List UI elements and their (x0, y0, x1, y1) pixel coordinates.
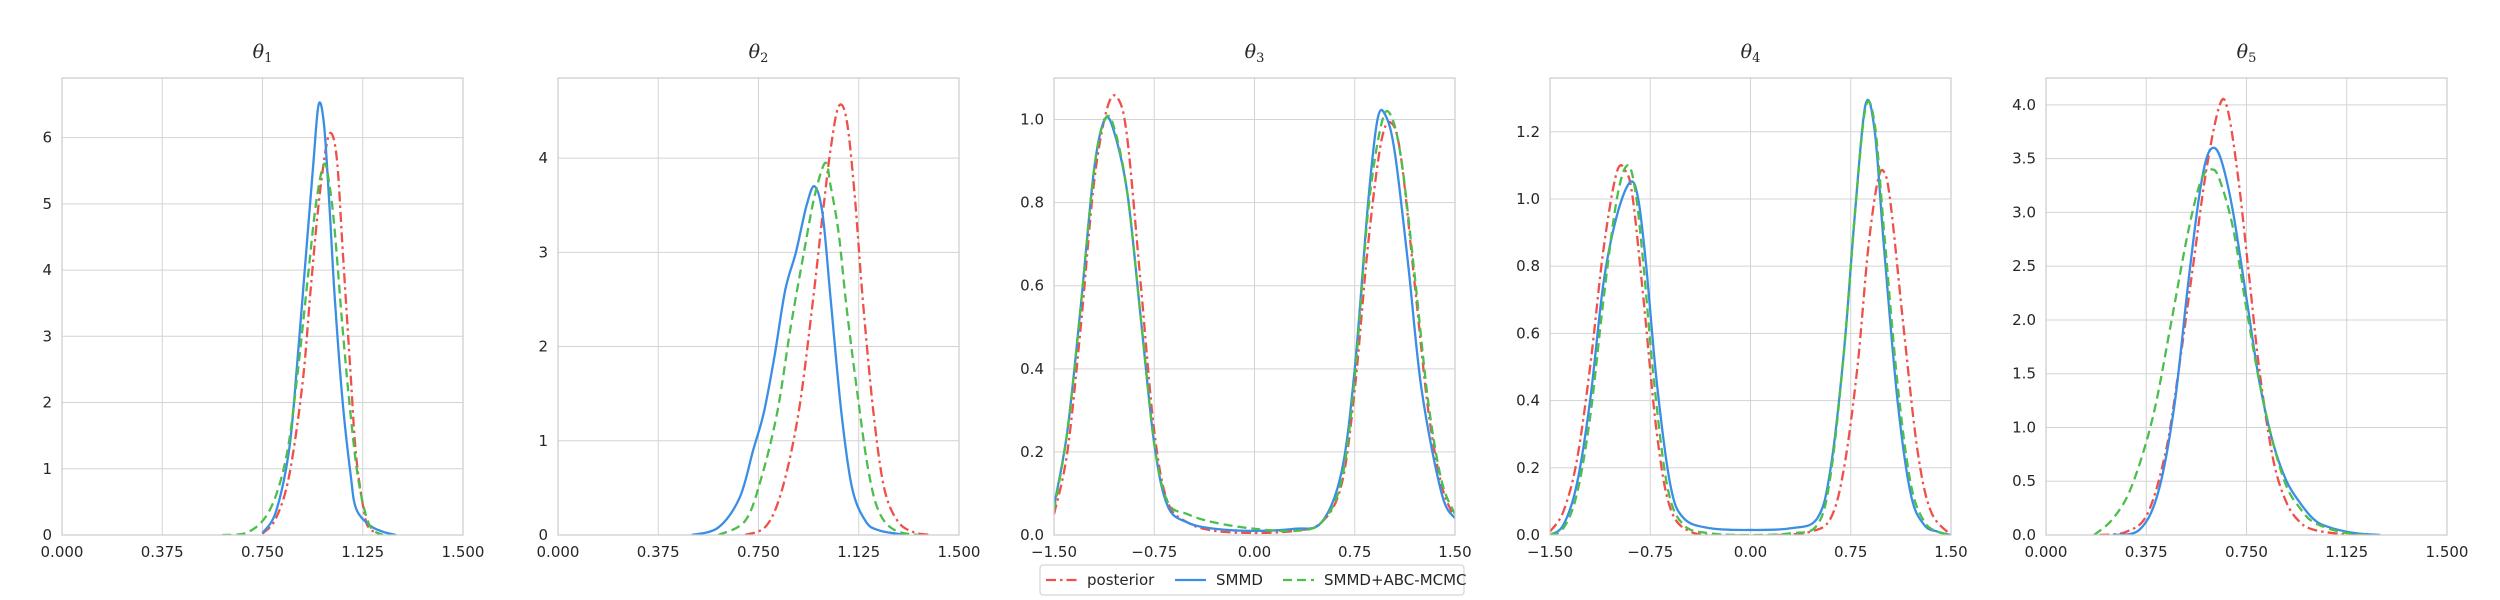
panel-5-y-tick-label-0: 0.0 (2012, 526, 2036, 544)
panel-5: 0.000 0.375 0.750 1.125 1.500 0.0 0.5 1.0 1.5 2.0… (2012, 41, 2468, 561)
panel-1-y-tick-label-4: 4 (42, 261, 52, 279)
legend-label-posterior: posterior (1087, 571, 1155, 589)
panel-4-y-tick-label-0: 0.0 (1516, 526, 1540, 544)
panel-5-y-tick-label-6: 3.0 (2012, 203, 2036, 221)
panel-2-y-tick-label-4: 4 (538, 149, 548, 167)
panel-2-x-tick-label-3: 1.125 (837, 543, 880, 561)
panel-5-y-tick-label-3: 1.5 (2012, 365, 2036, 383)
panel-1-y-tick-label-5: 5 (42, 195, 52, 213)
panel-2-series-smmd (691, 185, 906, 535)
panel-5-x-tick-label-3: 1.125 (2325, 543, 2368, 561)
panel-3-series-smmd (1054, 108, 1455, 532)
panel-1-series-smmd-abc-mcmc (222, 162, 384, 535)
panel-4-y-tick-label-1: 0.2 (1516, 459, 1540, 477)
panel-5-x-tick-label-0: 0.000 (2025, 543, 2068, 561)
panel-4-y-tick-label-5: 1.0 (1516, 190, 1540, 208)
panel-4-frame (1549, 77, 1952, 536)
panel-5-x-tick-label-2: 0.750 (2225, 543, 2268, 561)
panel-1-x-tick-label-3: 1.125 (341, 543, 384, 561)
panel-2-y-tick-label-1: 1 (538, 432, 548, 450)
panel-3-x-tick-label-1: −0.75 (1131, 543, 1177, 561)
panel-2-title: θ2 (749, 41, 769, 66)
panel-1-x-tick-label-1: 0.375 (141, 543, 184, 561)
panel-5-x-tick-label-1: 0.375 (2125, 543, 2168, 561)
panel-1: 0.000 0.375 0.750 1.125 1.500 0 1 2 3 4 5 6 θ1 (41, 41, 485, 561)
panel-5-title: θ5 (2237, 41, 2257, 66)
panel-4-y-tick-label-3: 0.6 (1516, 324, 1540, 342)
panel-4-x-tick-label-3: 0.75 (1834, 543, 1867, 561)
panel-4-title: θ4 (1741, 41, 1761, 66)
panel-5-y-tick-label-4: 2.0 (2012, 311, 2036, 329)
panel-4-x-tick-label-1: −0.75 (1627, 543, 1673, 561)
panel-4: −1.50 −0.75 0.00 0.75 1.50 0.0 0.2 0.4 0.6 0.8 1.0… (1516, 41, 1968, 561)
panel-3-frame (1053, 77, 1456, 536)
legend-frame (1039, 564, 1465, 596)
panel-1-x-tick-label-4: 1.500 (442, 543, 485, 561)
panel-3-x-tick-label-0: −1.50 (1031, 543, 1077, 561)
panel-2-y-tick-label-2: 2 (538, 338, 548, 356)
panel-1-y-tick-label-6: 6 (42, 129, 52, 147)
panel-3-x-tick-label-3: 0.75 (1338, 543, 1371, 561)
panel-5-series-smmd-abc-mcmc (2093, 168, 2367, 535)
panel-3-y-tick-label-1: 0.2 (1020, 443, 1044, 461)
panel-2-x-tick-label-4: 1.500 (938, 543, 981, 561)
panel-3-y-tick-label-4: 0.8 (1020, 194, 1044, 212)
panel-1-y-tick-label-2: 2 (42, 394, 52, 412)
panel-1-frame (61, 77, 464, 536)
panel-4-series-posterior (1550, 164, 1951, 535)
panel-2-y-tick-label-0: 0 (538, 526, 548, 544)
panel-3-title: θ3 (1245, 41, 1265, 66)
panel-3: −1.50 −0.75 0.00 0.75 1.50 0.0 0.2 0.4 0.6 0.8 1.0… (1020, 41, 1472, 561)
panel-5-y-tick-label-8: 4.0 (2012, 96, 2036, 114)
panel-5-y-tick-label-2: 1.0 (2012, 418, 2036, 436)
legend-label-smmd: SMMD (1216, 571, 1263, 589)
panel-4-series-smmd-abc-mcmc (1550, 100, 1951, 535)
panel-4-series-smmd (1550, 98, 1951, 535)
panel-2-x-tick-label-1: 0.375 (637, 543, 680, 561)
panel-2-series-smmd-abc-mcmc (717, 161, 920, 535)
panel-5-series-posterior (2099, 97, 2367, 535)
panel-5-y-tick-label-7: 3.5 (2012, 150, 2036, 168)
panel-5-frame (2045, 77, 2448, 536)
legend-label-smmd-abc-mcmc: SMMD+ABC-MCMC (1324, 571, 1467, 589)
panel-2-x-tick-label-2: 0.750 (737, 543, 780, 561)
panel-4-y-tick-label-6: 1.2 (1516, 123, 1540, 141)
panel-2-series-posterior (744, 103, 933, 535)
panel-4-x-tick-label-2: 0.00 (1734, 543, 1767, 561)
panel-1-x-tick-label-2: 0.750 (241, 543, 284, 561)
panel-1-y-tick-label-1: 1 (42, 460, 52, 478)
panel-4-x-tick-label-0: −1.50 (1527, 543, 1573, 561)
panel-3-y-tick-label-5: 1.0 (1020, 111, 1044, 129)
panel-3-series-smmd-abc-mcmc (1054, 109, 1455, 533)
panel-4-x-tick-label-4: 1.50 (1934, 543, 1967, 561)
panel-3-x-tick-label-4: 1.50 (1438, 543, 1471, 561)
panel-1-y-tick-label-0: 0 (42, 526, 52, 544)
panel-2: 0.000 0.375 0.750 1.125 1.500 0 1 2 3 4 θ2 (537, 41, 981, 561)
panel-1-title: θ1 (253, 41, 273, 66)
panel-5-x-tick-label-4: 1.500 (2426, 543, 2469, 561)
panel-3-x-tick-label-2: 0.00 (1238, 543, 1271, 561)
panel-1-series-smmd (261, 101, 397, 535)
panel-1-x-tick-label-0: 0.000 (41, 543, 84, 561)
panel-5-y-tick-label-5: 2.5 (2012, 257, 2036, 275)
panel-2-y-tick-label-3: 3 (538, 243, 548, 261)
panel-4-y-tick-label-2: 0.4 (1516, 392, 1540, 410)
legend: posterior SMMD SMMD+ABC-MCMC (1039, 564, 1467, 596)
panel-2-frame (557, 77, 960, 536)
panel-2-x-tick-label-0: 0.000 (537, 543, 580, 561)
panel-3-y-tick-label-0: 0.0 (1020, 526, 1044, 544)
panel-5-series-smmd (2112, 146, 2381, 535)
panel-1-y-tick-label-3: 3 (42, 327, 52, 345)
panel-3-y-tick-label-3: 0.6 (1020, 277, 1044, 295)
panel-5-y-tick-label-1: 0.5 (2012, 472, 2036, 490)
panel-3-y-tick-label-2: 0.4 (1020, 360, 1044, 378)
panel-4-y-tick-label-4: 0.8 (1516, 257, 1540, 275)
